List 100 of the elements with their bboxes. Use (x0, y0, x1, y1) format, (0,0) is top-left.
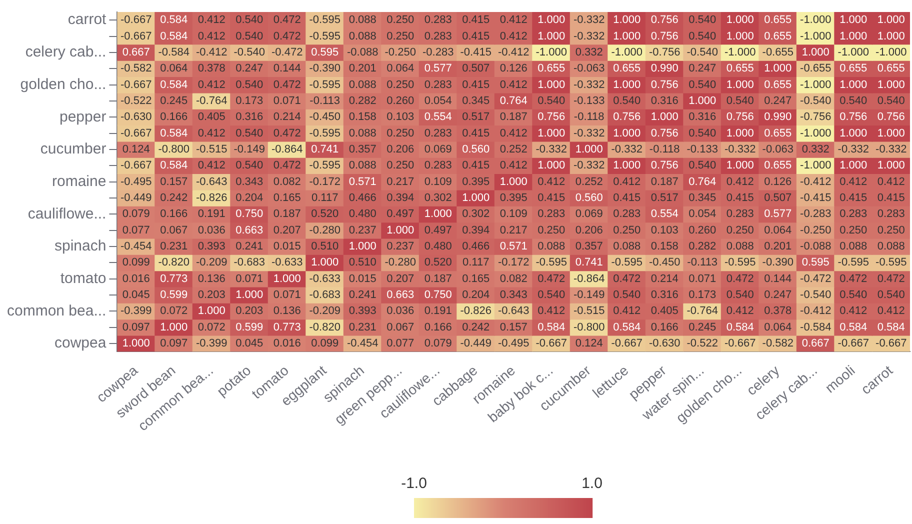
data-label: 0.756 (650, 78, 678, 91)
data-label: 0.124 (575, 338, 603, 350)
data-label: 0.412 (198, 160, 226, 172)
data-label: 0.316 (688, 111, 716, 124)
data-label: -0.390 (309, 62, 340, 75)
data-label: 0.412 (500, 160, 528, 172)
data-label: -0.667 (838, 338, 869, 350)
data-label: 0.466 (348, 192, 376, 204)
data-label: 0.283 (613, 208, 641, 220)
data-label: 0.415 (462, 127, 490, 140)
data-label: 0.015 (348, 272, 376, 285)
data-label: 0.242 (160, 192, 188, 204)
data-label: 0.166 (160, 111, 188, 124)
data-label: -0.412 (196, 46, 228, 58)
data-label: 0.260 (386, 94, 414, 107)
data-label: 0.394 (386, 192, 414, 204)
data-label: 0.082 (500, 272, 528, 285)
data-label: 1.000 (386, 224, 414, 236)
data-label: 0.343 (236, 176, 264, 188)
data-label: 0.103 (650, 224, 678, 236)
data-label: 0.412 (613, 305, 641, 318)
data-label: -0.450 (649, 256, 680, 269)
data-label: 0.412 (877, 176, 905, 188)
data-label: 0.520 (424, 256, 452, 269)
data-label: 0.283 (877, 208, 905, 220)
data-label: -0.683 (234, 256, 265, 269)
data-label: -0.280 (384, 256, 416, 269)
y-tick-label: common bea... (6, 302, 106, 320)
data-label: -0.332 (724, 143, 756, 156)
data-label: 0.242 (462, 321, 490, 334)
data-label: 0.472 (726, 272, 754, 285)
data-label: -0.332 (876, 143, 907, 156)
data-label: -0.584 (800, 321, 832, 334)
data-label: 1.000 (840, 30, 868, 42)
data-label: 0.343 (500, 289, 528, 302)
data-label: 0.756 (613, 111, 641, 124)
data-label: -0.332 (574, 78, 605, 91)
data-label: -0.149 (234, 143, 265, 156)
data-label: 0.415 (538, 192, 566, 204)
data-label: -0.800 (574, 321, 605, 334)
data-label: -0.250 (384, 46, 416, 58)
data-label: 0.157 (160, 176, 188, 188)
data-label: 0.540 (688, 30, 716, 42)
data-label: 0.117 (462, 256, 490, 269)
data-label: -0.454 (120, 240, 152, 253)
data-label: -0.450 (309, 111, 340, 124)
data-label: 0.158 (650, 240, 678, 253)
data-label: 0.773 (273, 321, 301, 334)
data-label: -0.633 (271, 256, 303, 269)
data-label: 0.203 (198, 289, 226, 302)
data-label: 0.237 (348, 224, 376, 236)
data-label: 0.540 (236, 30, 264, 42)
data-label: -0.667 (724, 338, 756, 350)
data-label: 0.088 (348, 30, 376, 42)
data-label: 0.036 (386, 305, 414, 318)
data-label: -0.133 (574, 94, 605, 107)
data-label: 0.283 (840, 208, 868, 220)
data-label: -0.864 (574, 272, 605, 285)
data-label: -0.332 (574, 160, 605, 172)
data-label: 0.214 (650, 272, 678, 285)
data-label: -0.582 (762, 338, 794, 350)
data-label: 0.667 (122, 46, 150, 58)
data-label: 0.204 (462, 289, 490, 302)
data-label: -0.630 (120, 111, 152, 124)
data-label: 0.088 (877, 240, 905, 253)
data-label: 0.166 (650, 321, 678, 334)
data-label: 0.187 (273, 208, 301, 220)
y-tick-label: golden cho... (20, 76, 106, 93)
data-label: 0.584 (613, 321, 641, 334)
data-label: 0.540 (840, 94, 868, 107)
data-label: -0.088 (347, 46, 378, 58)
data-label: 0.764 (688, 176, 716, 188)
data-label: 0.250 (877, 224, 905, 236)
data-label: -0.595 (536, 256, 567, 269)
data-label: 0.302 (424, 192, 452, 204)
data-label: 0.599 (160, 289, 188, 302)
data-label: 0.472 (877, 272, 905, 285)
data-label: 0.015 (273, 240, 301, 253)
data-label: -1.000 (800, 127, 832, 140)
data-label: 0.560 (575, 192, 603, 204)
data-label: 0.136 (198, 272, 226, 285)
data-label: 0.088 (348, 127, 376, 140)
data-label: 0.187 (650, 176, 678, 188)
data-label: -0.667 (611, 338, 642, 350)
data-label: 0.316 (236, 111, 264, 124)
data-label: 1.000 (764, 62, 792, 75)
data-label: 0.540 (538, 94, 566, 107)
data-label: -0.643 (498, 305, 530, 318)
data-label: 0.480 (348, 208, 376, 220)
data-label: 0.655 (726, 62, 754, 75)
data-label: 0.191 (198, 208, 226, 220)
data-label: 0.064 (386, 62, 414, 75)
data-label: 0.126 (500, 62, 528, 75)
data-label: 0.064 (160, 62, 188, 75)
data-label: -0.595 (309, 78, 340, 91)
data-label: -0.515 (574, 305, 605, 318)
data-label: 0.250 (613, 224, 641, 236)
data-label: 1.000 (650, 111, 678, 124)
data-label: -0.800 (158, 143, 190, 156)
data-label: 0.395 (462, 176, 490, 188)
